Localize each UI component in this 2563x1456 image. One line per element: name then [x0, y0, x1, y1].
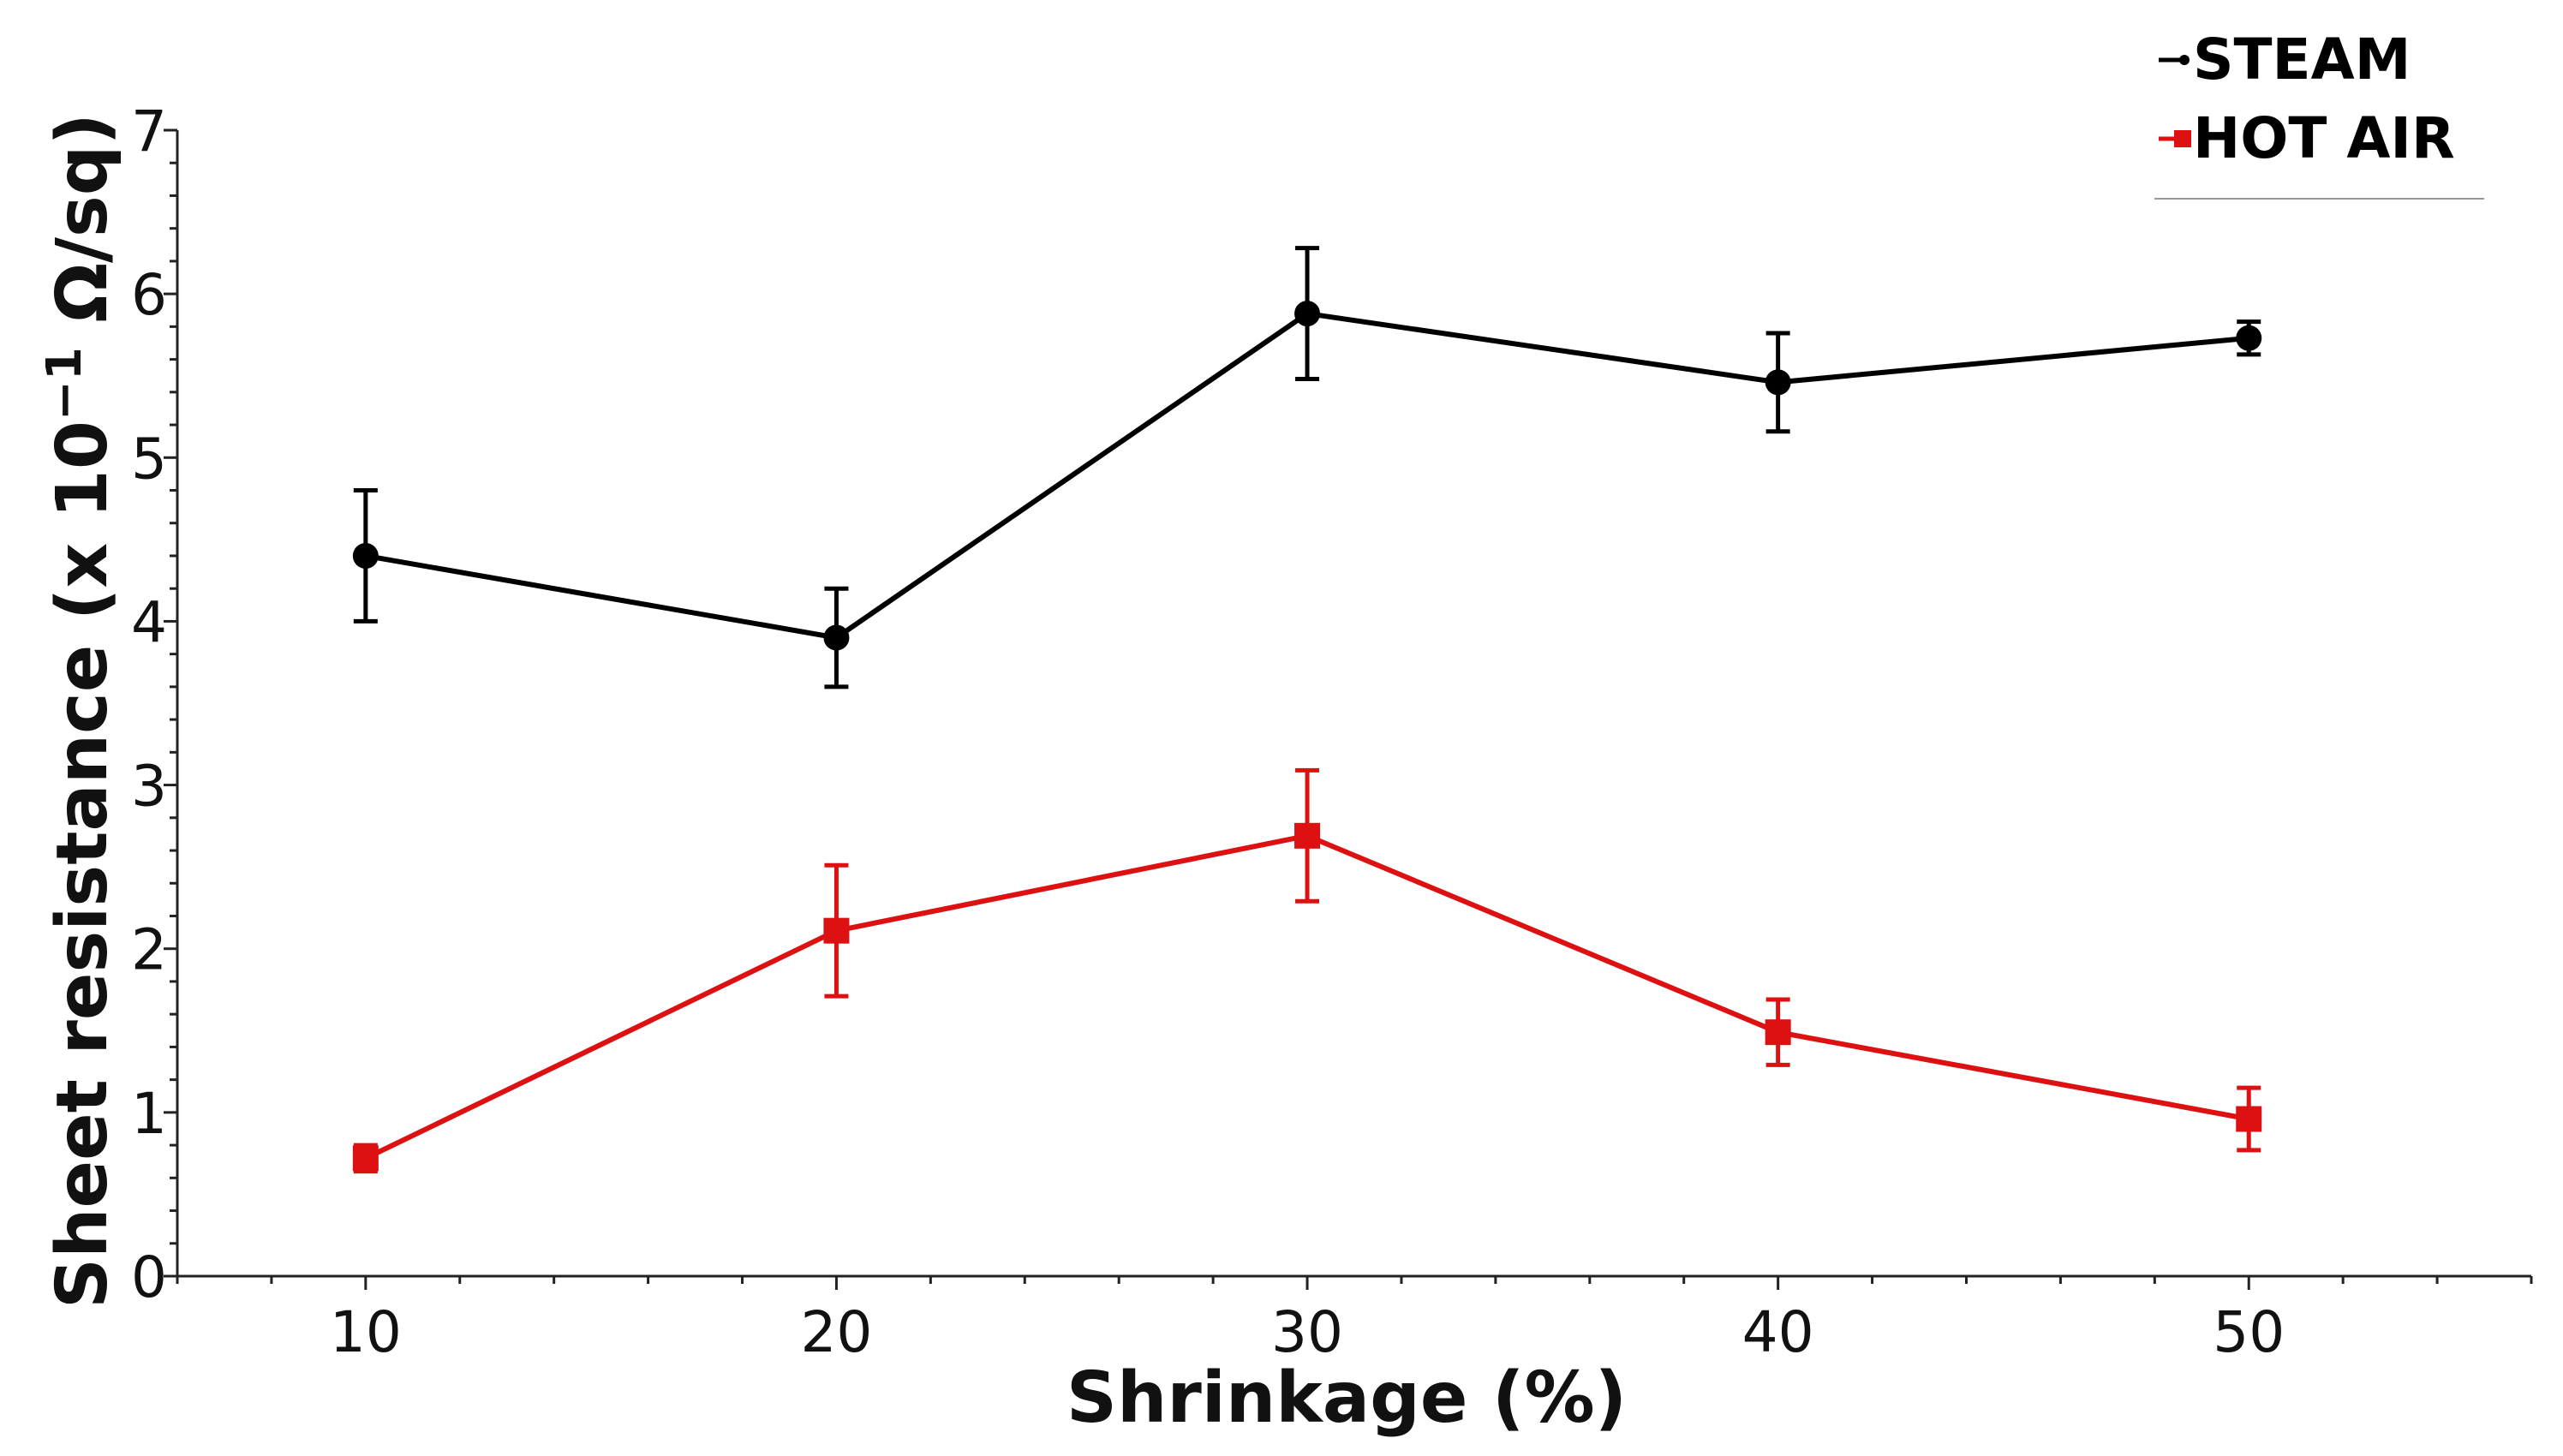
- data-point-hot-air: [823, 917, 850, 944]
- y-axis-title-suffix: Ω/sq): [42, 113, 123, 347]
- data-point-steam: [352, 542, 379, 569]
- x-tick-label: 40: [1742, 1299, 1814, 1365]
- series-steam: [352, 246, 2262, 689]
- y-tick-label: 5: [131, 426, 167, 492]
- y-tick-label: 1: [131, 1081, 167, 1147]
- y-axis-title-exponent: −1: [37, 347, 93, 421]
- y-tick-label: 7: [131, 98, 167, 164]
- y-tick-label: 4: [131, 589, 167, 655]
- y-tick-label: 0: [131, 1244, 167, 1310]
- data-point-hot-air: [1765, 1019, 1791, 1046]
- data-point-steam: [2236, 325, 2262, 351]
- y-tick-label: 3: [131, 754, 167, 820]
- series-layer: [352, 246, 2262, 1174]
- axes: 10 20 30 40 50 0 1 2 3 4 5 6 7: [131, 98, 2533, 1365]
- x-tick-label: 20: [800, 1299, 872, 1365]
- y-axis-title: Sheet resistance (x 10−1 Ω/sq): [37, 113, 123, 1309]
- legend-label-steam: STEAM: [2193, 27, 2411, 92]
- data-point-hot-air: [352, 1145, 379, 1172]
- legend-swatch-marker-steam: [2179, 55, 2190, 65]
- legend-swatch-marker-hot-air: [2174, 130, 2191, 147]
- x-tick-label: 50: [2213, 1299, 2285, 1365]
- data-point-steam: [823, 624, 850, 651]
- series-hot-air: [352, 767, 2262, 1174]
- y-tick-label: 2: [131, 917, 167, 983]
- legend-item-hot-air: HOT AIR: [2159, 105, 2455, 171]
- data-point-steam: [1294, 301, 1321, 327]
- x-axis-title: Shrinkage (%): [1066, 1358, 1627, 1439]
- data-point-steam: [1765, 369, 1791, 396]
- x-tick-label: 30: [1271, 1299, 1343, 1365]
- data-point-hot-air: [2236, 1106, 2262, 1132]
- legend: STEAM HOT AIR: [2154, 27, 2484, 200]
- y-axis-title-prefix: Sheet resistance (x 10: [42, 421, 123, 1309]
- legend-label-hot-air: HOT AIR: [2193, 105, 2455, 171]
- y-tick-label: 6: [131, 262, 167, 328]
- legend-item-steam: STEAM: [2159, 27, 2411, 92]
- data-point-hot-air: [1294, 822, 1321, 849]
- x-tick-label: 10: [330, 1299, 402, 1365]
